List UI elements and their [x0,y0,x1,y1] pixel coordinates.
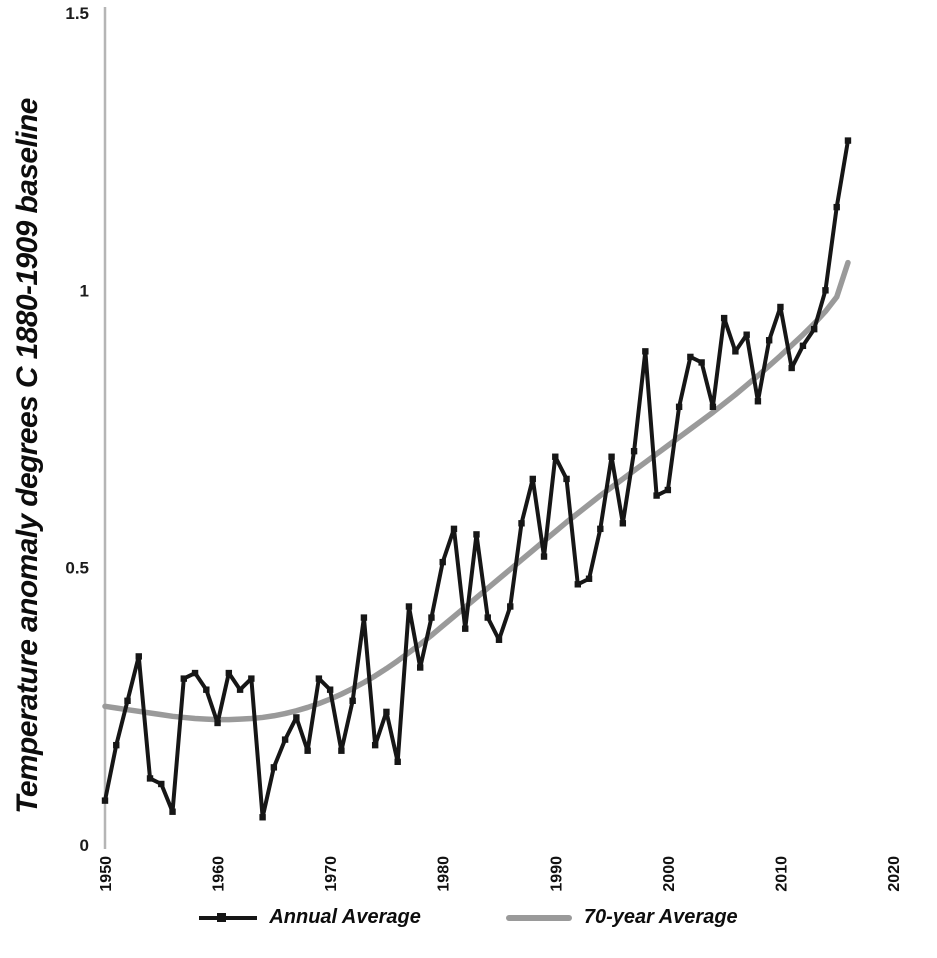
x-tick-label: 1990 [548,856,565,892]
y-tick-label: 0.5 [65,559,89,578]
data-point-marker [608,453,615,460]
x-tick-label: 2000 [661,856,678,892]
annual-average-line-sample [199,916,258,920]
data-point-marker [540,553,548,560]
data-point-marker [720,314,728,322]
seventy-year-average-line [102,259,851,723]
data-point-marker [709,403,717,411]
y-tick-label: 1.5 [65,4,89,23]
data-point-marker [236,686,244,693]
data-point-marker [833,203,840,211]
data-point-marker [417,664,424,671]
data-point-marker [698,359,705,366]
y-tick-label: 0 [80,836,89,855]
annual-average-line [103,138,850,820]
data-point-marker [585,575,593,582]
data-point-marker [462,625,469,632]
data-point-marker [146,775,154,782]
data-point-marker [383,708,390,716]
data-point-marker [101,797,109,804]
data-point-marker [326,686,334,693]
data-point-marker [664,486,672,494]
data-point-marker [304,747,311,754]
data-point-marker [169,808,176,815]
data-point-marker [394,758,401,765]
data-point-marker [811,325,818,333]
data-point-marker [563,475,570,483]
legend-label-70-year-average: 70-year Average [583,906,738,928]
data-point-marker [158,780,165,788]
data-point-marker [822,287,829,294]
data-point-marker [360,614,368,621]
data-point-marker [113,741,120,749]
data-point-marker [619,520,627,527]
legend-item-annual-average: Annual Average [199,906,421,929]
data-point-marker [788,364,795,372]
data-point-marker [473,531,480,538]
data-point-marker [371,741,379,749]
data-point-marker [687,353,694,361]
data-point-marker [203,686,210,693]
data-point-marker [529,475,536,483]
data-point-marker [315,675,323,682]
data-point-marker [214,719,221,727]
data-point-marker [293,714,300,721]
data-point-marker [225,669,233,677]
data-point-marker [642,348,649,355]
data-point-marker [799,342,807,349]
data-point-marker [428,614,435,621]
data-point-marker [653,492,660,499]
data-point-marker [518,520,525,527]
x-tick-label: 1980 [436,856,453,892]
data-point-marker [248,675,255,682]
annual-average-square-marker [217,913,227,922]
seventy-year-average-line-sample [505,914,572,921]
data-point-marker [259,814,266,821]
x-tick-label: 1960 [211,856,228,892]
y-tick-label: 1 [80,281,89,300]
data-point-marker [765,337,773,344]
data-point-marker [574,581,581,588]
data-point-marker [270,764,278,771]
x-tick-label: 1950 [98,856,115,892]
legend: Annual Average 70-year Average [0,906,937,929]
x-tick-label: 2010 [773,856,790,892]
x-tick-label: 2020 [886,856,903,892]
data-point-marker [597,525,604,533]
data-point-marker [338,747,345,754]
data-point-marker [439,558,446,566]
data-point-marker [484,614,491,621]
data-point-marker [405,603,413,610]
data-point-marker [191,669,199,677]
data-point-marker [630,447,638,455]
legend-item-70-year-average: 70-year Average [505,906,738,929]
legend-label-annual-average: Annual Average [269,906,421,928]
data-point-marker [743,331,750,338]
data-point-marker [507,603,514,610]
x-tick-label: 1970 [323,856,340,892]
data-point-marker [844,137,852,144]
data-point-marker [450,525,458,533]
data-point-marker [495,636,503,643]
data-point-marker [552,453,559,460]
data-point-marker [675,403,683,411]
data-point-marker [124,697,131,704]
data-point-marker [754,398,762,405]
data-point-marker [732,348,739,355]
data-point-marker [281,736,289,743]
data-point-marker [180,675,187,682]
data-point-marker [135,653,142,660]
annual-average-line-marker-icon [199,911,258,924]
data-point-marker [777,303,784,311]
data-point-marker [349,697,356,704]
